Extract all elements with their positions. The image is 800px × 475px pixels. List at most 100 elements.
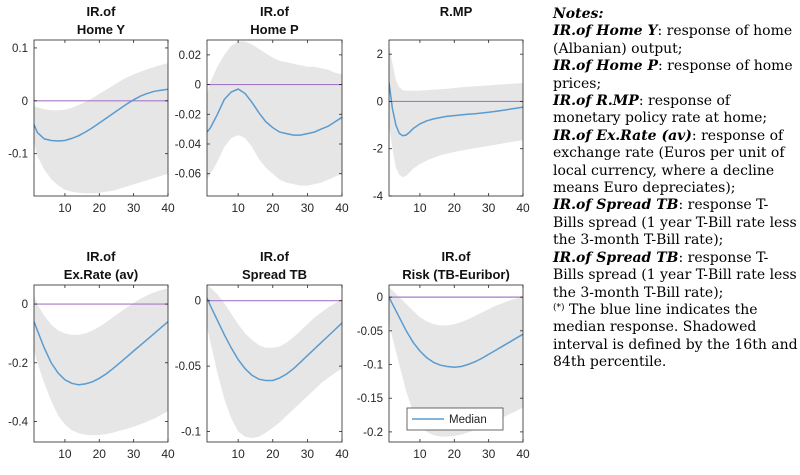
axes-frame bbox=[206, 284, 343, 443]
note-key: IR.of Home Y bbox=[553, 23, 658, 40]
x-tick-label: 30 bbox=[482, 201, 496, 215]
median-line bbox=[389, 82, 523, 137]
x-tick-label: 40 bbox=[161, 447, 175, 461]
subplot: 10 20 30 40 -0.1 0 0.1 IR.of Home Y bbox=[8, 4, 175, 215]
x-tick-label: 30 bbox=[127, 447, 141, 461]
notes-title: Notes: bbox=[553, 6, 604, 22]
confidence-band bbox=[389, 287, 523, 437]
median-line bbox=[207, 297, 342, 382]
note-spread-tb-2: IR.of Spread TB: response T-Bills spread… bbox=[553, 250, 798, 302]
confidence-band bbox=[389, 44, 523, 178]
subplot: 10 20 30 40 -4 -2 0 2 R.MP bbox=[373, 4, 530, 215]
x-tick-label: 30 bbox=[301, 447, 315, 461]
axes-frame bbox=[388, 39, 524, 197]
subplot: 10 20 30 40 -0.06 -0.04 -0.02 0 0.02 IR.of Home P bbox=[175, 4, 349, 215]
note-spread-tb: IR.of Spread TB: response T-Bills spread… bbox=[553, 197, 798, 249]
subplot-title-line2: Home P bbox=[250, 22, 299, 37]
y-tick-label: -0.2 bbox=[8, 358, 28, 370]
subplot: 10 20 30 40 -0.4 -0.2 0 IR.of Ex.Rate (av) bbox=[8, 249, 175, 461]
x-tick-label: 10 bbox=[413, 201, 427, 215]
x-tick-label: 10 bbox=[58, 447, 72, 461]
y-tick-label: 0 bbox=[22, 299, 28, 311]
y-tick-label: 0 bbox=[195, 80, 201, 92]
y-tick-label: -0.2 bbox=[363, 427, 383, 439]
y-tick-label: -0.04 bbox=[175, 139, 202, 151]
x-tick-label: 10 bbox=[58, 201, 72, 215]
y-tick-label: -2 bbox=[373, 144, 383, 156]
confidence-band bbox=[34, 288, 168, 436]
note-text: : response of home (Albanian) output; bbox=[553, 23, 793, 57]
subplot-title-line1: IR.of bbox=[87, 4, 117, 19]
y-tick-label: 2 bbox=[377, 49, 383, 61]
note-text: : response T-Bills spread (1 year T-Bill… bbox=[553, 249, 797, 301]
axes-frame bbox=[206, 39, 343, 197]
y-tick-label: -0.1 bbox=[8, 149, 28, 161]
subplot-title-line2: Ex.Rate (av) bbox=[64, 267, 138, 282]
note-text: : response of exchange rate (Euros per u… bbox=[553, 127, 785, 197]
note-home-y: IR.of Home Y: response of home (Albanian… bbox=[553, 23, 798, 58]
note-key: IR.of Spread TB bbox=[553, 197, 679, 214]
y-tick-label: 0.1 bbox=[12, 43, 28, 55]
y-tick-label: 0.02 bbox=[179, 50, 201, 62]
subplot-title-line1: R.MP bbox=[440, 4, 473, 19]
x-tick-label: 10 bbox=[413, 447, 427, 461]
note-key: IR.of Home P bbox=[553, 58, 658, 75]
note-exrate: IR.of Ex.Rate (av): response of exchange… bbox=[553, 128, 798, 198]
y-tick-label: -0.05 bbox=[175, 361, 201, 373]
y-tick-label: -0.06 bbox=[175, 169, 201, 181]
y-tick-label: -0.15 bbox=[357, 393, 383, 405]
subplot: 10 20 30 40 -0.1 -0.05 0 IR.of Spread TB bbox=[175, 249, 349, 461]
axes-frame bbox=[388, 284, 524, 443]
x-tick-label: 20 bbox=[93, 201, 107, 215]
confidence-band bbox=[207, 285, 342, 439]
x-tick-label: 10 bbox=[231, 447, 245, 461]
x-tick-label: 20 bbox=[266, 201, 280, 215]
note-footnote: (*) The blue line indicates the median r… bbox=[553, 302, 798, 372]
confidence-band bbox=[207, 41, 342, 186]
footnote-mark: (*) bbox=[553, 302, 565, 313]
subplot-title-line2: Home Y bbox=[77, 22, 125, 37]
subplot-title-line1: IR.of bbox=[260, 4, 290, 19]
note-key: IR.of Spread TB bbox=[553, 249, 679, 266]
x-tick-label: 30 bbox=[301, 201, 315, 215]
x-tick-label: 20 bbox=[93, 447, 107, 461]
axes-frame bbox=[33, 284, 169, 443]
axes-frame bbox=[33, 39, 169, 197]
median-line bbox=[389, 296, 523, 368]
footnote-text: The blue line indicates the median respo… bbox=[553, 301, 798, 371]
y-tick-label: -0.4 bbox=[8, 416, 28, 428]
subplot-title-line2: Spread TB bbox=[242, 267, 307, 282]
legend: Median bbox=[406, 407, 504, 431]
median-line bbox=[207, 88, 342, 136]
y-tick-label: -0.02 bbox=[175, 109, 201, 121]
note-rmp: IR.of R.MP: response of monetary policy … bbox=[553, 93, 798, 128]
subplot-title-line2: Risk (TB-Euribor) bbox=[402, 267, 510, 282]
x-tick-label: 40 bbox=[516, 201, 530, 215]
x-tick-label: 30 bbox=[482, 447, 496, 461]
x-tick-label: 40 bbox=[335, 447, 349, 461]
note-text: : response of monetary policy rate at ho… bbox=[553, 93, 768, 127]
x-tick-label: 40 bbox=[335, 201, 349, 215]
note-home-p: IR.of Home P: response of home prices; bbox=[553, 58, 798, 93]
x-tick-label: 40 bbox=[516, 447, 530, 461]
y-tick-label: -0.1 bbox=[363, 360, 383, 372]
x-tick-label: 10 bbox=[231, 201, 245, 215]
y-tick-label: 0 bbox=[22, 96, 28, 108]
y-tick-label: 0 bbox=[377, 292, 383, 304]
legend-box bbox=[406, 407, 504, 431]
subplot-title-line1: IR.of bbox=[442, 249, 472, 264]
y-tick-label: 0 bbox=[195, 296, 201, 308]
x-tick-label: 30 bbox=[127, 201, 141, 215]
x-tick-label: 20 bbox=[448, 201, 462, 215]
note-text: : response of home prices; bbox=[553, 58, 793, 92]
subplot: 10 20 30 40 -0.2 -0.15 -0.1 -0.05 0 IR.of Risk (TB… bbox=[357, 249, 530, 461]
median-line bbox=[34, 321, 168, 386]
y-tick-label: -0.05 bbox=[357, 326, 383, 338]
x-tick-label: 20 bbox=[266, 447, 280, 461]
note-key: IR.of Ex.Rate (av) bbox=[553, 127, 692, 144]
x-tick-label: 40 bbox=[161, 201, 175, 215]
legend-label: Median bbox=[449, 414, 487, 426]
y-tick-label: -4 bbox=[373, 191, 384, 203]
note-key: IR.of R.MP bbox=[553, 93, 639, 110]
